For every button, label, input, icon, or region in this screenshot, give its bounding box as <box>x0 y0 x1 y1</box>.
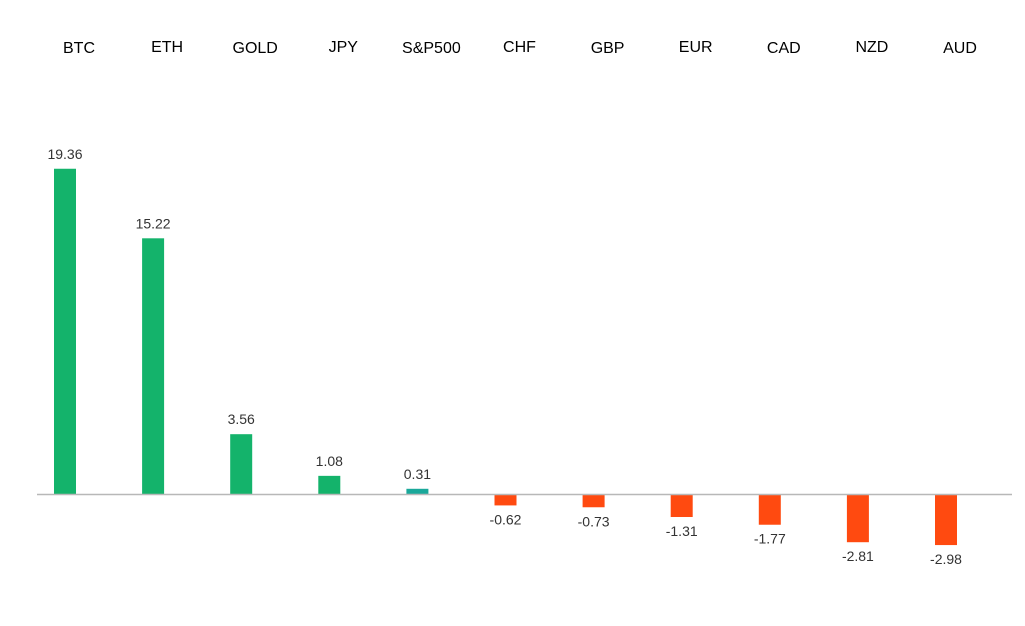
bar-chf <box>494 495 517 506</box>
bar-eth <box>142 238 165 494</box>
category-label-eur: EUR <box>679 39 713 56</box>
bar-cad <box>758 495 781 525</box>
data-label-gbp: -0.73 <box>578 513 610 529</box>
bar-btc <box>54 168 76 494</box>
category-label-sp500: S&P500 <box>402 40 461 57</box>
category-label-gbp: GBP <box>591 40 625 57</box>
data-label-sp500: 0.31 <box>404 466 431 482</box>
category-label-eth: ETH <box>151 39 183 56</box>
category-label-btc: BTC <box>63 40 95 57</box>
bars <box>54 168 957 546</box>
bar-aud <box>935 495 957 546</box>
data-label-eth: 15.22 <box>136 215 171 231</box>
category-labels: BTC ETH GOLD JPY S&P500 CHF GBP EUR CAD NZD AUD <box>63 39 977 57</box>
category-label-aud: AUD <box>943 40 977 57</box>
bar-sp500 <box>406 488 429 494</box>
data-label-cad: -1.77 <box>754 531 786 547</box>
data-label-gold: 3.56 <box>228 411 255 427</box>
data-label-btc: 19.36 <box>47 146 82 162</box>
category-label-cad: CAD <box>767 40 801 57</box>
data-label-eur: -1.31 <box>666 523 698 539</box>
bar-gbp <box>582 495 605 508</box>
category-label-gold: GOLD <box>233 40 278 57</box>
category-label-nzd: NZD <box>855 39 888 56</box>
bar-nzd <box>846 495 869 543</box>
data-label-chf: -0.62 <box>490 511 522 527</box>
data-label-nzd: -2.81 <box>842 548 874 564</box>
bar-eur <box>670 495 693 518</box>
bar-gold <box>230 434 253 494</box>
data-labels: 19.36 15.22 3.56 1.08 0.31 -0.62 -0.73 -1.31 -1.… <box>47 146 962 567</box>
data-label-aud: -2.98 <box>930 551 962 567</box>
data-label-jpy: 1.08 <box>316 453 343 469</box>
category-label-chf: CHF <box>503 39 536 56</box>
category-label-jpy: JPY <box>329 39 359 56</box>
bar-jpy <box>318 475 341 494</box>
